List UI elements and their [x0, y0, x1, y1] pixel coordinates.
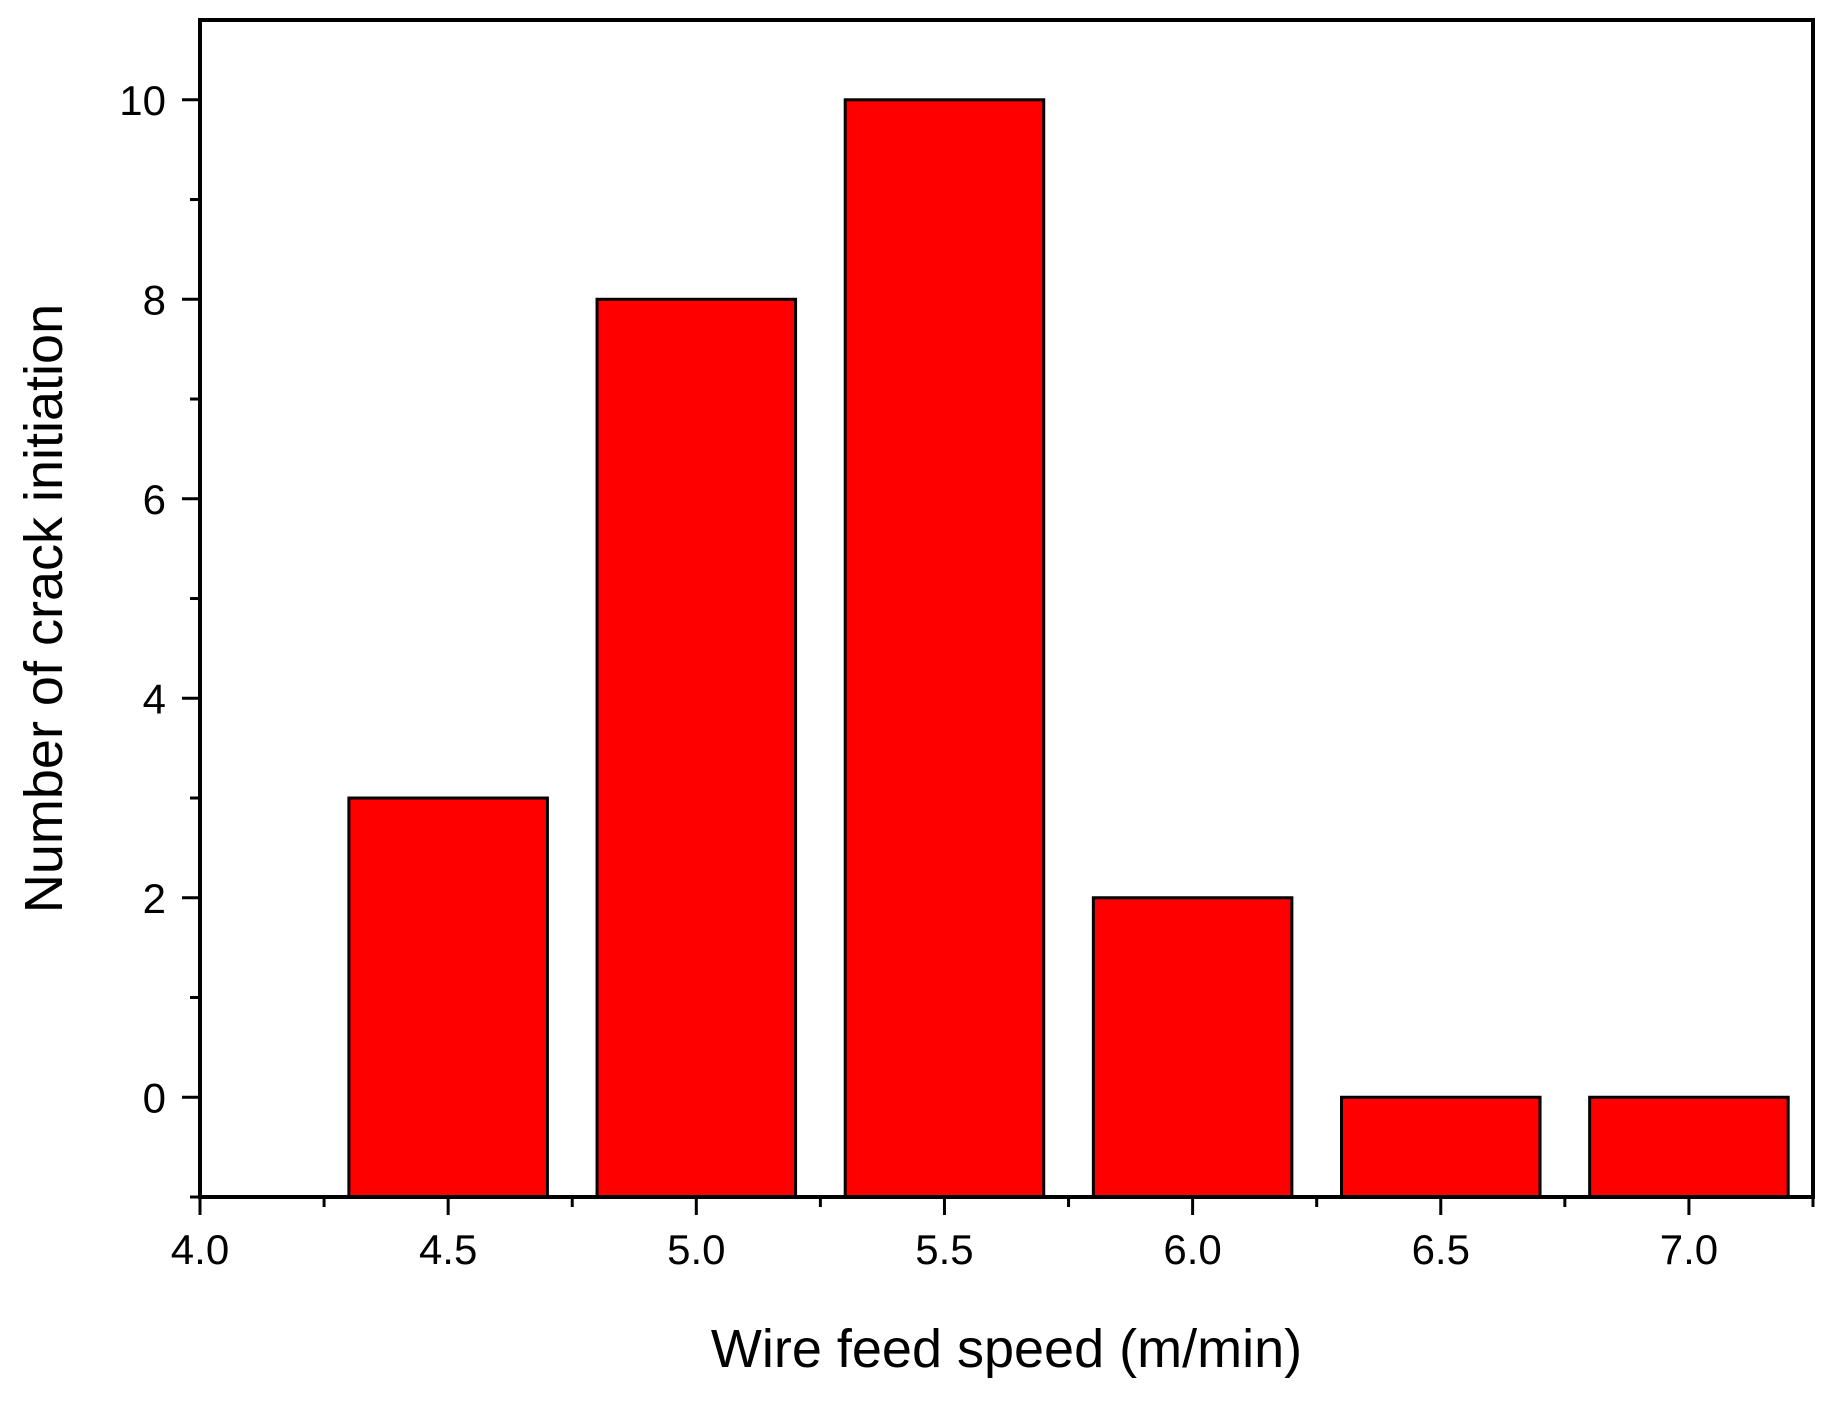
x-axis-title: Wire feed speed (m/min)	[711, 1319, 1302, 1379]
y-tick-label: 6	[143, 476, 166, 523]
bar-7	[1588, 1095, 1790, 1199]
plot-frame	[198, 18, 1815, 1199]
bar-4-5	[347, 796, 549, 1199]
ticks-layer: 4.0 4.5 5.0 5.5 6.0 6.5 7.0 0 2 4 6 8 10	[119, 77, 1815, 1273]
x-tick-label: 7.0	[1660, 1226, 1718, 1273]
y-tick-label: 4	[143, 675, 166, 722]
y-tick-label: 2	[143, 875, 166, 922]
bar-5	[595, 297, 798, 1199]
x-tick-label: 6.5	[1412, 1226, 1470, 1273]
x-tick-label: 4.0	[171, 1226, 229, 1273]
y-tick-label: 8	[143, 276, 166, 323]
bar-6-5	[1340, 1095, 1542, 1199]
x-tick-label: 4.5	[419, 1226, 477, 1273]
x-tick-label: 6.0	[1163, 1226, 1221, 1273]
bars-layer	[347, 98, 1790, 1199]
bar-5-5	[843, 98, 1046, 1199]
bar-6	[1091, 896, 1294, 1199]
y-axis-title: Number of crack initiation	[14, 304, 74, 913]
y-tick-label: 10	[119, 77, 166, 124]
x-tick-label: 5.5	[915, 1226, 973, 1273]
x-tick-label: 5.0	[667, 1226, 725, 1273]
y-tick-label: 0	[143, 1074, 166, 1121]
